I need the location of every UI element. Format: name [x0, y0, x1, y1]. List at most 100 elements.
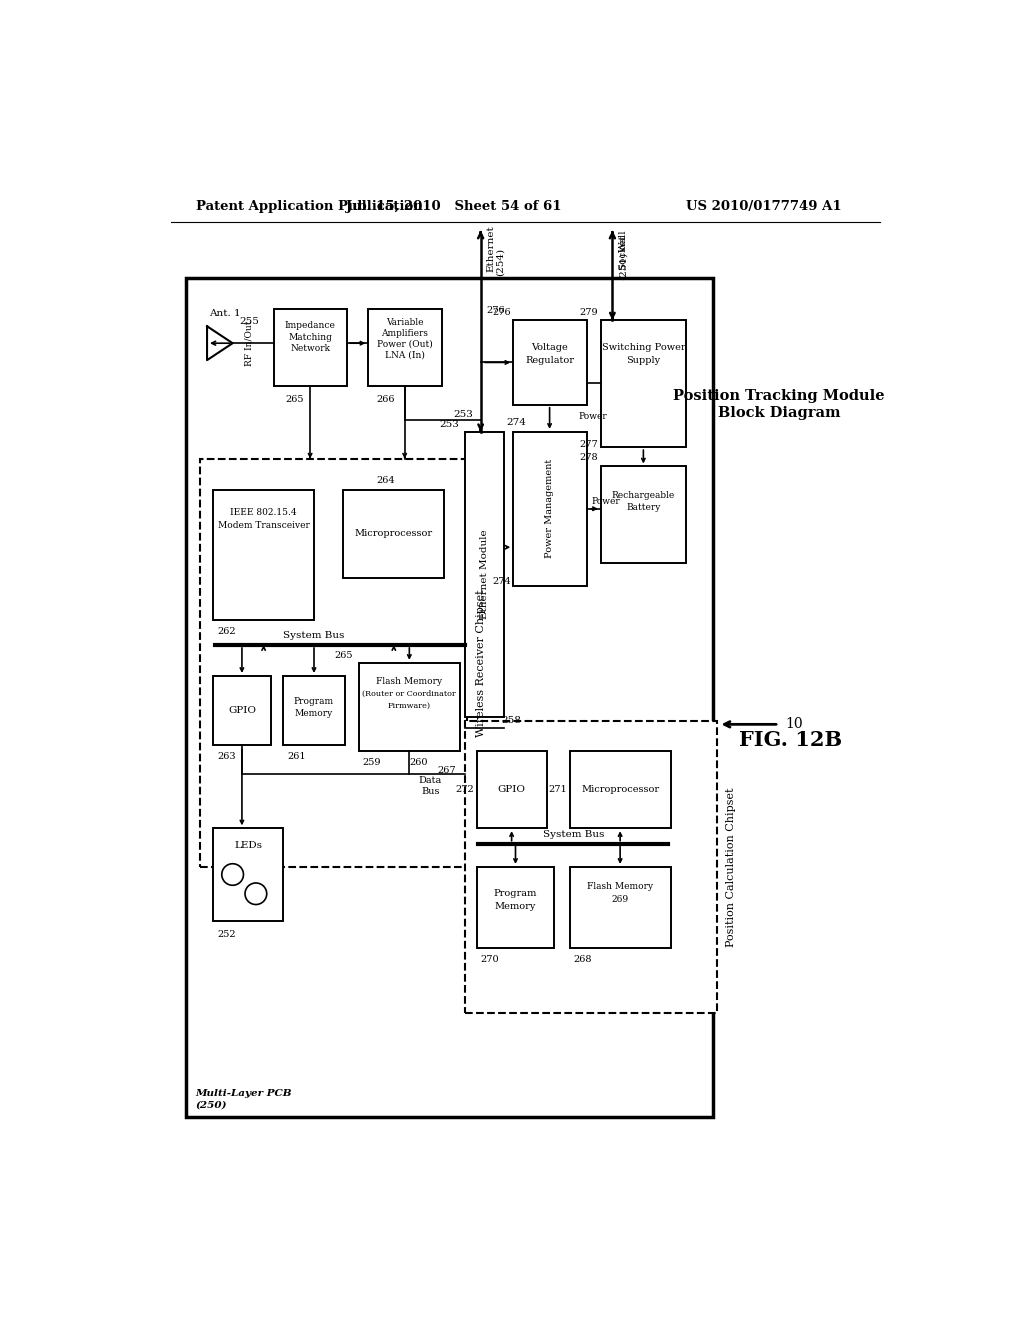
Text: Impedance: Impedance: [285, 321, 336, 330]
Text: Microprocessor: Microprocessor: [581, 785, 659, 795]
Text: Power (Out): Power (Out): [377, 339, 432, 348]
Bar: [200, 459, 467, 867]
Text: Block Diagram: Block Diagram: [718, 405, 841, 420]
Text: 261: 261: [287, 752, 305, 762]
Text: US 2010/0177749 A1: US 2010/0177749 A1: [686, 199, 842, 213]
Text: Battery: Battery: [627, 503, 660, 512]
Text: 255: 255: [240, 317, 259, 326]
Text: 277: 277: [580, 441, 598, 449]
Text: 265: 265: [286, 395, 304, 404]
Text: Flash Memory: Flash Memory: [376, 677, 442, 686]
Text: Voltage: Voltage: [531, 343, 568, 351]
Text: Bus: Bus: [421, 787, 439, 796]
Text: 10: 10: [785, 717, 803, 731]
Text: Data: Data: [419, 776, 442, 785]
Bar: [465, 432, 504, 717]
Text: (Router or Coordinator: (Router or Coordinator: [362, 690, 457, 698]
Text: 253: 253: [439, 420, 459, 429]
Text: Wall: Wall: [618, 230, 628, 252]
Text: Variable: Variable: [386, 318, 424, 327]
Text: Amplifiers: Amplifiers: [381, 329, 428, 338]
Text: Patent Application Publication: Patent Application Publication: [197, 199, 423, 213]
Bar: [213, 676, 271, 744]
Bar: [601, 466, 686, 562]
Bar: [477, 751, 547, 829]
Bar: [186, 277, 713, 1117]
Text: FIG. 12B: FIG. 12B: [739, 730, 842, 750]
Bar: [513, 432, 587, 586]
Text: Multi-Layer PCB: Multi-Layer PCB: [196, 1089, 292, 1098]
Text: Jul. 15, 2010   Sheet 54 of 61: Jul. 15, 2010 Sheet 54 of 61: [346, 199, 561, 213]
Text: IEEE 802.15.4: IEEE 802.15.4: [230, 508, 297, 517]
Bar: [601, 321, 686, 447]
Text: 272: 272: [456, 785, 474, 795]
Text: 258: 258: [502, 715, 521, 725]
Text: 265: 265: [334, 651, 352, 660]
Text: Program: Program: [294, 697, 334, 706]
Bar: [273, 309, 347, 385]
Bar: [213, 490, 314, 620]
Bar: [569, 751, 671, 829]
Bar: [359, 663, 460, 751]
Text: 279: 279: [580, 308, 598, 317]
Polygon shape: [207, 326, 232, 360]
Text: 268: 268: [573, 954, 592, 964]
Text: Memory: Memory: [495, 903, 537, 911]
Text: Switching Power: Switching Power: [601, 343, 685, 351]
Text: Position Tracking Module: Position Tracking Module: [673, 388, 885, 403]
Text: 276: 276: [493, 308, 511, 317]
Text: 274: 274: [493, 577, 511, 586]
Text: Socket: Socket: [618, 235, 628, 271]
Text: Ant. 1: Ant. 1: [209, 309, 241, 318]
Bar: [213, 829, 283, 921]
Bar: [477, 867, 554, 948]
Bar: [343, 490, 444, 578]
Text: 269: 269: [611, 895, 629, 904]
Text: Modem Transceiver: Modem Transceiver: [218, 521, 309, 531]
Text: Matching: Matching: [288, 333, 332, 342]
Text: Rechargeable: Rechargeable: [611, 491, 675, 500]
Text: Position Calculation Chipset: Position Calculation Chipset: [726, 787, 736, 946]
Bar: [513, 321, 587, 405]
Circle shape: [245, 883, 266, 904]
Text: 270: 270: [480, 954, 500, 964]
Text: 266: 266: [376, 395, 394, 404]
Text: 262: 262: [217, 627, 236, 636]
Text: Network: Network: [290, 345, 330, 352]
Text: 263: 263: [217, 752, 236, 762]
Text: 264: 264: [377, 475, 395, 484]
Text: (250): (250): [196, 1101, 227, 1110]
Text: LEDs: LEDs: [234, 841, 262, 850]
Text: GPIO: GPIO: [228, 706, 256, 715]
Bar: [369, 309, 442, 385]
Text: 252: 252: [217, 931, 236, 939]
Text: Firmware): Firmware): [388, 702, 431, 710]
Text: Microprocessor: Microprocessor: [354, 529, 433, 537]
Text: LNA (In): LNA (In): [385, 350, 425, 359]
Text: Power: Power: [579, 412, 607, 421]
Bar: [569, 867, 671, 948]
Text: Wireless Receiver Chipset: Wireless Receiver Chipset: [476, 589, 486, 737]
Text: GPIO: GPIO: [498, 785, 525, 795]
Bar: [283, 676, 345, 744]
Text: 260: 260: [410, 759, 428, 767]
Text: Power: Power: [592, 496, 621, 506]
Text: Supply: Supply: [627, 355, 660, 364]
Text: Regulator: Regulator: [525, 355, 574, 364]
Text: 259: 259: [362, 759, 381, 767]
Text: System Bus: System Bus: [284, 631, 345, 640]
Text: Power Management: Power Management: [545, 459, 554, 558]
Text: 253: 253: [453, 411, 473, 420]
Bar: [465, 721, 717, 1014]
Text: Flash Memory: Flash Memory: [587, 882, 653, 891]
Text: System Bus: System Bus: [543, 830, 604, 840]
Text: 276: 276: [486, 306, 506, 315]
Text: Ethernet Module: Ethernet Module: [480, 529, 489, 619]
Circle shape: [222, 863, 244, 886]
Text: 267: 267: [437, 766, 456, 775]
Text: RF In/Out: RF In/Out: [245, 321, 253, 366]
Text: Program: Program: [494, 890, 538, 898]
Text: 274: 274: [506, 418, 526, 426]
Text: Memory: Memory: [295, 709, 333, 718]
Text: (254): (254): [496, 248, 505, 276]
